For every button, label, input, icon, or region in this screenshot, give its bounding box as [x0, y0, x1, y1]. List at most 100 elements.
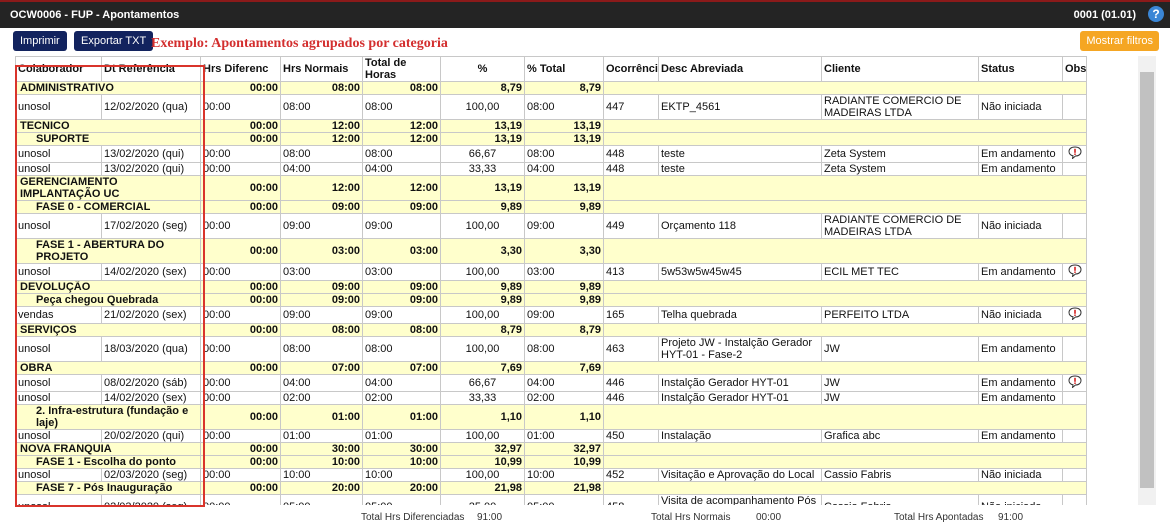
cell: 08:00 — [524, 94, 604, 120]
cell: Em andamento — [978, 391, 1063, 405]
cell: Orçamento 118 — [658, 213, 822, 239]
cell: 08:00 — [280, 94, 363, 120]
column-header: Total de Horas — [362, 56, 441, 82]
cell: Não iniciada — [978, 494, 1063, 505]
footer-value: 91:00 — [477, 512, 503, 523]
filters-button[interactable]: Mostrar filtros — [1080, 31, 1159, 51]
cell: Não iniciada — [978, 94, 1063, 120]
cell: Zeta System — [821, 145, 979, 163]
scroll-thumb[interactable] — [1140, 72, 1154, 488]
cell: RADIANTE COMERCIO DE MADEIRAS LTDA — [821, 94, 979, 120]
group-label: FASE 7 - Pós Inauguração — [15, 481, 201, 495]
observation-icon[interactable] — [1067, 307, 1082, 321]
example-caption: Exemplo: Apontamentos agrupados por cate… — [151, 36, 448, 51]
group-total: 10:00 — [362, 455, 441, 469]
group-total: 00:00 — [200, 175, 281, 201]
cell: 02:00 — [362, 391, 441, 405]
group-filler — [603, 481, 1087, 495]
cell: unosol — [15, 374, 102, 392]
cell: Não iniciada — [978, 468, 1063, 482]
column-header: Cliente — [821, 56, 979, 82]
detail-row: vendas 21/02/2020 (sex) 00:00 09:00 09:00 100… — [15, 306, 1087, 324]
group-total: 09:00 — [280, 293, 363, 307]
observation-icon[interactable] — [1067, 264, 1082, 278]
group-row: SERVIÇOS 00:00 08:00 08:00 8,79 8,79 — [15, 323, 1087, 337]
cell: 08:00 — [362, 145, 441, 163]
group-total: 8,79 — [440, 81, 525, 95]
cell: 100,00 — [440, 263, 525, 281]
group-row: FASE 0 - COMERCIAL 00:00 09:00 09:00 9,89 9,8… — [15, 200, 1087, 214]
cell: 04:00 — [280, 162, 363, 176]
cell: 00:00 — [200, 429, 281, 443]
cell — [1062, 391, 1087, 405]
group-filler — [603, 404, 1087, 430]
cell — [1062, 263, 1087, 281]
group-total: 08:00 — [280, 323, 363, 337]
cell: 00:00 — [200, 391, 281, 405]
cell: 00:00 — [200, 336, 281, 362]
export-button[interactable]: Exportar TXT — [74, 31, 154, 51]
cell: 03:00 — [280, 263, 363, 281]
cell: 08:00 — [280, 145, 363, 163]
cell: 100,00 — [440, 94, 525, 120]
column-header: Ocorrência — [603, 56, 659, 82]
help-button[interactable]: ? — [1148, 6, 1164, 22]
group-filler — [603, 442, 1087, 456]
cell: 01:00 — [524, 429, 604, 443]
observation-icon[interactable] — [1067, 375, 1082, 389]
cell: 448 — [603, 162, 659, 176]
cell: JW — [821, 336, 979, 362]
footer-label: Total Hrs Normais — [651, 512, 731, 523]
cell: teste — [658, 162, 822, 176]
group-total: 08:00 — [280, 81, 363, 95]
observation-icon[interactable] — [1067, 146, 1082, 160]
group-total: 08:00 — [362, 323, 441, 337]
group-filler — [603, 175, 1087, 201]
group-total: 13,19 — [524, 119, 604, 133]
cell: 100,00 — [440, 336, 525, 362]
cell: 25,00 — [440, 494, 525, 505]
group-filler — [603, 200, 1087, 214]
cell: Instalção Gerador HYT-01 — [658, 374, 822, 392]
group-total: 00:00 — [200, 442, 281, 456]
group-total: 00:00 — [200, 200, 281, 214]
group-total: 9,89 — [524, 293, 604, 307]
cell: EKTP_4561 — [658, 94, 822, 120]
cell: 21/02/2020 (sex) — [101, 306, 201, 324]
cell: 09:00 — [524, 213, 604, 239]
group-total: 20:00 — [362, 481, 441, 495]
cell: 446 — [603, 374, 659, 392]
column-header: Colaborador — [15, 56, 102, 82]
group-total: 09:00 — [280, 280, 363, 294]
cell: 08:00 — [362, 336, 441, 362]
cell: 458 — [603, 494, 659, 505]
cell: vendas — [15, 306, 102, 324]
cell: 09:00 — [362, 306, 441, 324]
cell: 09:00 — [362, 213, 441, 239]
highlight-box — [15, 65, 205, 507]
cell: Instalação — [658, 429, 822, 443]
cell: Não iniciada — [978, 213, 1063, 239]
cell: 100,00 — [440, 306, 525, 324]
group-total: 07:00 — [280, 361, 363, 375]
group-filler — [603, 323, 1087, 337]
group-total: 00:00 — [200, 119, 281, 133]
group-total: 13,19 — [440, 132, 525, 146]
group-total: 7,69 — [524, 361, 604, 375]
group-total: 00:00 — [200, 293, 281, 307]
cell: 18/03/2020 (qua) — [101, 336, 201, 362]
group-total: 00:00 — [200, 280, 281, 294]
print-button[interactable]: Imprimir — [13, 31, 67, 51]
group-total: 08:00 — [362, 81, 441, 95]
cell: 08:00 — [362, 94, 441, 120]
group-total: 20:00 — [280, 481, 363, 495]
group-total: 12:00 — [280, 175, 363, 201]
cell: 00:00 — [200, 213, 281, 239]
cell: 01:00 — [280, 429, 363, 443]
group-row: DEVOLUÇÃO 00:00 09:00 09:00 9,89 9,89 — [15, 280, 1087, 294]
cell: 463 — [603, 336, 659, 362]
group-total: 00:00 — [200, 132, 281, 146]
group-total: 03:00 — [362, 238, 441, 264]
column-header: Hrs Diferenc — [200, 56, 281, 82]
